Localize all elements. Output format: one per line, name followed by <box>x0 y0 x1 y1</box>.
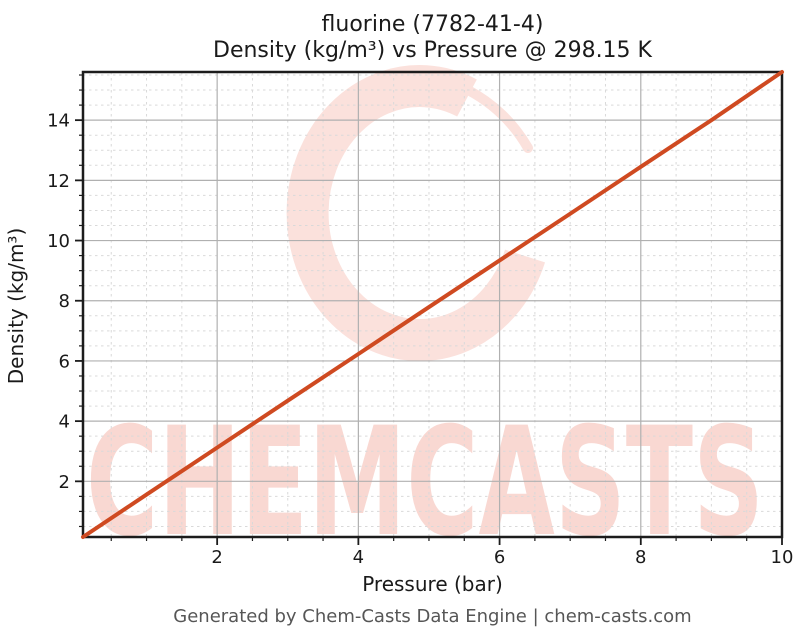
x-tick-label: 8 <box>635 547 646 568</box>
c-swoosh-icon <box>463 85 533 153</box>
chemcasts-text-watermark: CHEMCASTS <box>86 396 764 570</box>
c-swirl-icon <box>286 65 546 362</box>
footer-credit: Generated by Chem-Casts Data Engine | ch… <box>173 606 692 627</box>
y-tick-label: 12 <box>47 171 70 192</box>
chart-title-line1: fluorine (7782-41-4) <box>321 12 544 37</box>
chemcasts-logo-watermark <box>286 65 546 362</box>
y-tick-label: 14 <box>47 111 70 132</box>
plot-spines <box>81 70 784 539</box>
x-tick-label: 4 <box>353 547 364 568</box>
x-tick-label: 2 <box>211 547 222 568</box>
y-tick-label: 4 <box>59 412 70 433</box>
x-tick-label: 6 <box>494 547 505 568</box>
chart-title-line2: Density (kg/m³) vs Pressure @ 298.15 K <box>213 38 652 63</box>
y-axis-label: Density (kg/m³) <box>4 227 28 385</box>
y-tick-label: 8 <box>59 291 70 312</box>
x-tick-label: 10 <box>771 547 794 568</box>
y-tick-label: 2 <box>59 472 70 493</box>
x-axis-label: Pressure (bar) <box>362 572 503 596</box>
series-line-density <box>81 70 784 539</box>
y-tick-label: 6 <box>59 351 70 372</box>
y-tick-label: 10 <box>47 231 70 252</box>
